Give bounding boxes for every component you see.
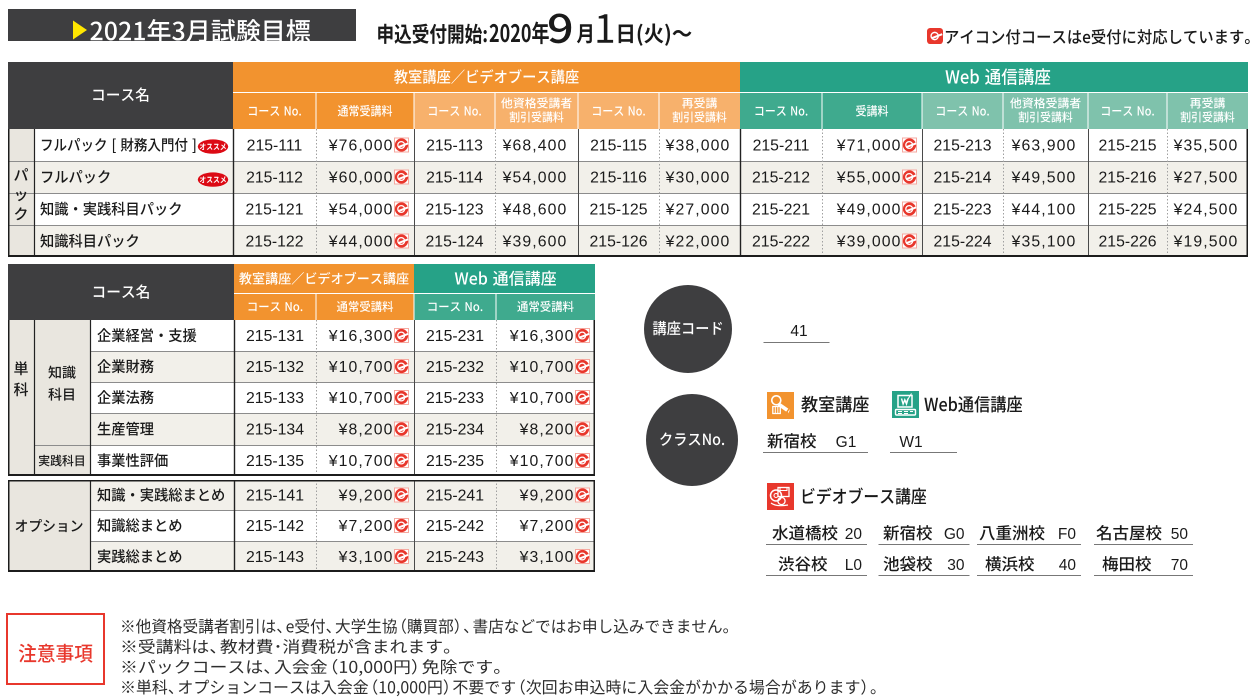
svg-text:215-116: 215-116 <box>590 170 647 187</box>
svg-text:215-132: 215-132 <box>246 359 304 376</box>
svg-text:215-241: 215-241 <box>426 488 484 505</box>
svg-text:¥49,500: ¥49,500 <box>1011 170 1077 187</box>
svg-text:41: 41 <box>790 323 807 340</box>
svg-text:215-213: 215-213 <box>934 138 992 155</box>
svg-text:¥10,700: ¥10,700 <box>509 359 575 376</box>
svg-text:¥10,700: ¥10,700 <box>328 359 394 376</box>
svg-text:215-112: 215-112 <box>246 170 303 187</box>
svg-text:50: 50 <box>1171 526 1189 543</box>
svg-text:¥16,300: ¥16,300 <box>509 328 575 345</box>
svg-text:215-142: 215-142 <box>246 518 304 535</box>
svg-text:215-233: 215-233 <box>426 390 484 407</box>
svg-text:¥7,200: ¥7,200 <box>519 518 575 535</box>
svg-text:¥30,000: ¥30,000 <box>665 170 731 187</box>
svg-text:215-125: 215-125 <box>590 202 648 219</box>
svg-text:215-223: 215-223 <box>934 202 992 219</box>
svg-text:¥10,700: ¥10,700 <box>328 453 394 470</box>
svg-text:215-114: 215-114 <box>426 170 483 187</box>
svg-text:¥35,500: ¥35,500 <box>1173 138 1239 155</box>
svg-text:215-214: 215-214 <box>934 170 992 187</box>
svg-text:¥9,200: ¥9,200 <box>519 488 575 505</box>
svg-text:¥54,000: ¥54,000 <box>502 170 568 187</box>
svg-text:¥8,200: ¥8,200 <box>338 422 394 439</box>
svg-text:¥63,900: ¥63,900 <box>1011 138 1077 155</box>
svg-text:215-111: 215-111 <box>247 138 303 155</box>
svg-text:215-113: 215-113 <box>426 138 483 155</box>
svg-text:215-134: 215-134 <box>246 422 304 439</box>
svg-text:215-211: 215-211 <box>753 138 810 155</box>
svg-text:¥48,600: ¥48,600 <box>502 202 568 219</box>
svg-text:¥19,500: ¥19,500 <box>1173 234 1239 251</box>
svg-text:40: 40 <box>1059 557 1077 574</box>
svg-text:215-135: 215-135 <box>246 453 304 470</box>
svg-text:¥44,100: ¥44,100 <box>1011 202 1077 219</box>
svg-text:¥16,300: ¥16,300 <box>328 328 394 345</box>
svg-text:¥24,500: ¥24,500 <box>1173 202 1239 219</box>
svg-text:¥39,000: ¥39,000 <box>836 234 902 251</box>
svg-text:¥71,000: ¥71,000 <box>836 138 902 155</box>
svg-text:215-212: 215-212 <box>752 170 810 187</box>
svg-text:215-143: 215-143 <box>246 549 304 566</box>
svg-text:215-216: 215-216 <box>1099 170 1157 187</box>
svg-text:30: 30 <box>947 557 965 574</box>
svg-text:¥27,500: ¥27,500 <box>1173 170 1239 187</box>
svg-text:¥10,700: ¥10,700 <box>509 390 575 407</box>
svg-text:215-232: 215-232 <box>426 359 484 376</box>
svg-text:20: 20 <box>845 526 863 543</box>
svg-text:215-221: 215-221 <box>752 202 810 219</box>
svg-text:215-242: 215-242 <box>426 518 484 535</box>
svg-text:¥10,700: ¥10,700 <box>509 453 575 470</box>
svg-text:¥68,400: ¥68,400 <box>502 138 568 155</box>
svg-text:215-123: 215-123 <box>426 202 484 219</box>
svg-text:F0: F0 <box>1058 526 1076 543</box>
svg-text:¥44,000: ¥44,000 <box>328 234 394 251</box>
svg-text:¥49,000: ¥49,000 <box>836 202 902 219</box>
svg-text:215-131: 215-131 <box>246 328 304 345</box>
svg-text:215-121: 215-121 <box>246 202 304 219</box>
svg-text:215-226: 215-226 <box>1099 234 1157 251</box>
svg-text:¥7,200: ¥7,200 <box>338 518 394 535</box>
svg-text:¥10,700: ¥10,700 <box>328 390 394 407</box>
svg-text:¥3,100: ¥3,100 <box>519 549 575 566</box>
svg-text:G0: G0 <box>944 526 965 543</box>
svg-text:¥35,100: ¥35,100 <box>1011 234 1077 251</box>
svg-text:W1: W1 <box>899 434 922 451</box>
svg-text:215-215: 215-215 <box>1099 138 1157 155</box>
svg-text:215-224: 215-224 <box>934 234 992 251</box>
svg-text:¥8,200: ¥8,200 <box>519 422 575 439</box>
svg-text:215-141: 215-141 <box>246 488 304 505</box>
svg-text:215-124: 215-124 <box>426 234 484 251</box>
svg-text:¥60,000: ¥60,000 <box>328 170 394 187</box>
svg-text:70: 70 <box>1171 557 1189 574</box>
svg-text:215-225: 215-225 <box>1099 202 1157 219</box>
svg-text:G1: G1 <box>836 434 857 451</box>
svg-text:215-234: 215-234 <box>426 422 484 439</box>
svg-text:¥9,200: ¥9,200 <box>338 488 394 505</box>
svg-text:215-122: 215-122 <box>246 234 304 251</box>
svg-text:215-231: 215-231 <box>426 328 484 345</box>
svg-text:¥54,000: ¥54,000 <box>328 202 394 219</box>
svg-text:215-243: 215-243 <box>426 549 484 566</box>
svg-text:¥3,100: ¥3,100 <box>338 549 394 566</box>
svg-text:¥22,000: ¥22,000 <box>665 234 731 251</box>
svg-text:¥76,000: ¥76,000 <box>328 138 394 155</box>
svg-text:L0: L0 <box>845 557 863 574</box>
svg-text:215-235: 215-235 <box>426 453 484 470</box>
svg-text:215-126: 215-126 <box>590 234 648 251</box>
svg-text:¥27,000: ¥27,000 <box>665 202 731 219</box>
svg-text:¥38,000: ¥38,000 <box>665 138 731 155</box>
svg-text:¥39,600: ¥39,600 <box>502 234 568 251</box>
svg-text:215-115: 215-115 <box>590 138 647 155</box>
svg-text:215-222: 215-222 <box>752 234 810 251</box>
svg-text:¥55,000: ¥55,000 <box>836 170 902 187</box>
svg-text:215-133: 215-133 <box>246 390 304 407</box>
